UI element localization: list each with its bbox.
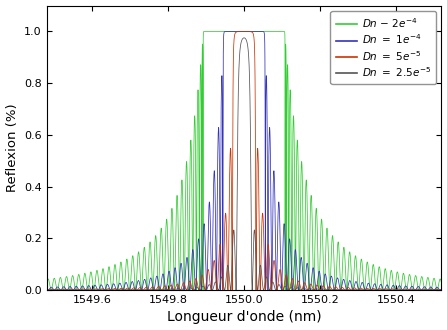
Legend: $\it{Dn}$ $-$ $2e^{-4}$, $\it{Dn}$ $=$ $1e^{-4}$, $\it{Dn}$ $=$ $5e^{-5}$, $\it{: $\it{Dn}$ $-$ $2e^{-4}$, $\it{Dn}$ $=$ $… <box>330 11 436 84</box>
Y-axis label: Reflexion (%): Reflexion (%) <box>5 104 19 192</box>
X-axis label: Longueur d'onde (nm): Longueur d'onde (nm) <box>167 311 321 324</box>
